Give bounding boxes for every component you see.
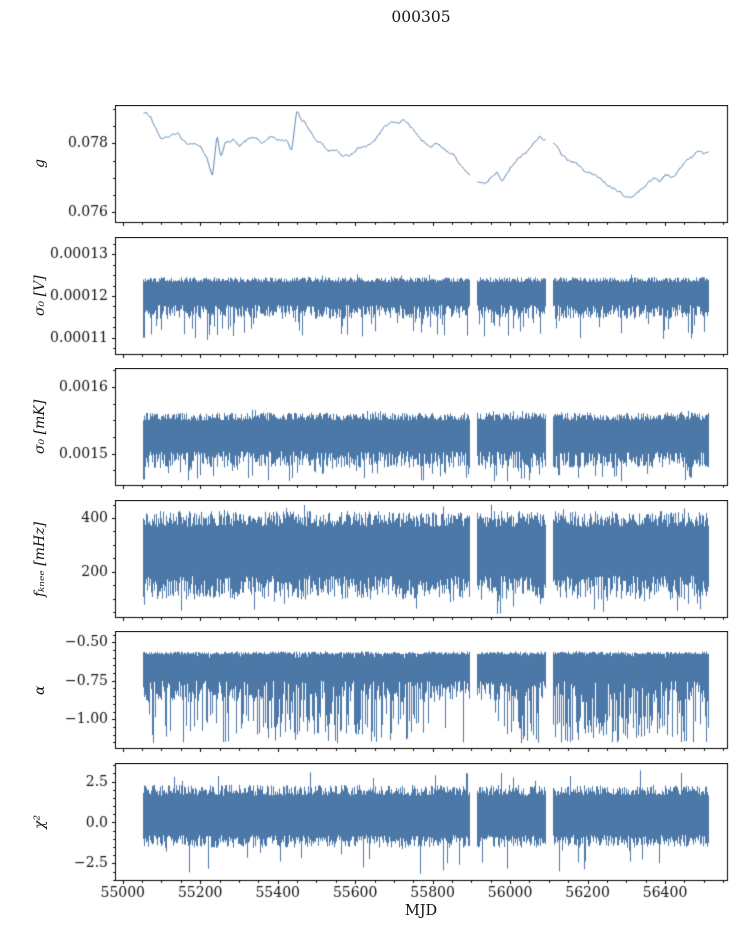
figure-title: 000305 (391, 8, 451, 26)
panel-sigma0-mk-canvas (0, 368, 739, 492)
panel-chi2-canvas (0, 763, 739, 887)
x-axis-tick-labels (0, 883, 739, 903)
panel-alpha-canvas (0, 631, 739, 755)
panel-sigma0-v-canvas (0, 237, 739, 361)
panel-fknee-canvas (0, 500, 739, 624)
x-axis-label: MJD (404, 903, 438, 919)
panel-alpha: α (0, 631, 739, 755)
panel-fknee: fₖₙₑₑ [mHz] (0, 500, 739, 624)
panel-sigma0-mk: σ₀ [mK] (0, 368, 739, 492)
panel-g-canvas (0, 105, 739, 229)
panel-chi2: χ² (0, 763, 739, 887)
panel-sigma0-v: σ₀ [V] (0, 237, 739, 361)
panel-g: g (0, 105, 739, 229)
